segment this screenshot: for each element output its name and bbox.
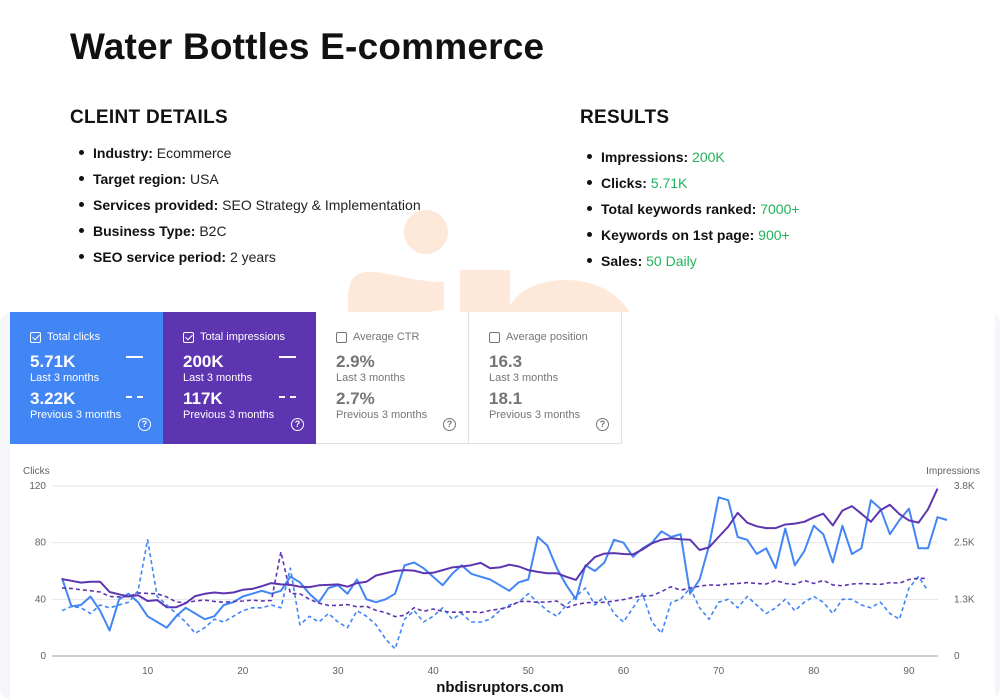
x-tick-label: 10 <box>142 666 154 675</box>
list-item: Clicks: 5.71K <box>578 174 800 200</box>
card-previous-value: 2.7% <box>336 389 375 408</box>
series-line <box>61 496 948 632</box>
series-line <box>61 539 929 650</box>
list-item: Keywords on 1st page: 900+ <box>578 226 800 252</box>
client-details-list: Industry: Ecommerce Target region: USA S… <box>70 144 421 274</box>
x-tick-label: 60 <box>618 666 630 675</box>
card-label: Average CTR <box>353 331 420 343</box>
y-left-tick-label: 80 <box>35 538 47 549</box>
card-previous-period: Previous 3 months <box>336 409 428 421</box>
item-key: Business Type: <box>93 223 196 239</box>
item-value: SEO Strategy & Implementation <box>222 197 421 213</box>
x-tick-label: 20 <box>237 666 249 675</box>
list-item: Total keywords ranked: 7000+ <box>578 200 800 226</box>
card-current-period: Last 3 months <box>489 372 559 384</box>
list-item: Impressions: 200K <box>578 148 800 174</box>
item-key: Clicks: <box>601 175 647 191</box>
card-current-value: 2.9% <box>336 352 375 371</box>
card-previous-value: 18.1 <box>489 389 523 408</box>
y-right-tick-label: 1.3K <box>954 594 975 605</box>
y-left-tick-label: 120 <box>29 481 46 492</box>
checkbox-icon[interactable] <box>183 331 194 343</box>
x-tick-label: 80 <box>808 666 820 675</box>
total-impressions-card[interactable]: Total impressions 200K Last 3 months 117… <box>163 312 316 444</box>
card-current-period: Last 3 months <box>183 372 253 384</box>
item-key: Industry: <box>93 145 153 161</box>
help-icon[interactable]: ? <box>138 418 151 431</box>
card-previous-period: Previous 3 months <box>489 409 581 421</box>
item-value: 7000+ <box>760 201 800 217</box>
item-value: B2C <box>199 223 227 239</box>
y-right-tick-label: 2.5K <box>954 538 975 549</box>
item-value: 5.71K <box>650 175 688 191</box>
list-item: Industry: Ecommerce <box>70 144 421 170</box>
help-icon[interactable]: ? <box>443 418 456 431</box>
y-left-tick-label: 40 <box>35 594 47 605</box>
card-previous-period: Previous 3 months <box>183 409 275 421</box>
series-line <box>61 551 929 618</box>
list-item: Business Type: B2C <box>70 222 421 248</box>
card-previous-value: 3.22K <box>30 389 76 408</box>
series-line <box>61 488 939 609</box>
card-current-period: Last 3 months <box>30 372 100 384</box>
performance-chart: Clicks Impressions 0 40 80 120 0 1.3K 2.5K 3.8K 10… <box>23 466 980 675</box>
client-details-heading: CLEINT DETAILS <box>70 107 228 128</box>
item-value: 2 years <box>229 249 276 265</box>
checkbox-icon[interactable] <box>489 331 500 343</box>
dashed-line-legend-icon <box>279 396 296 398</box>
y-right-tick-label: 3.8K <box>954 481 975 492</box>
y-left-tick-label: 0 <box>40 651 46 662</box>
list-item: Services provided: SEO Strategy & Implem… <box>70 196 421 222</box>
item-key: Services provided: <box>93 197 219 213</box>
card-label: Total clicks <box>47 331 101 343</box>
card-previous-value: 117K <box>183 389 223 408</box>
item-key: Sales: <box>601 253 643 269</box>
item-key: SEO service period: <box>93 249 227 265</box>
y-right-tick-label: 0 <box>954 651 960 662</box>
y-axis-left-title: Clicks <box>23 466 50 477</box>
help-icon[interactable]: ? <box>596 418 609 431</box>
list-item: Sales: 50 Daily <box>578 252 800 278</box>
card-label: Average position <box>506 331 588 343</box>
item-key: Keywords on 1st page: <box>601 227 755 243</box>
y-axis-right-title: Impressions <box>926 466 980 477</box>
list-item: Target region: USA <box>70 170 421 196</box>
x-tick-label: 30 <box>332 666 344 675</box>
x-tick-label: 40 <box>428 666 440 675</box>
results-list: Impressions: 200K Clicks: 5.71K Total ke… <box>578 148 800 278</box>
item-value: 200K <box>692 149 725 165</box>
x-tick-label: 90 <box>903 666 915 675</box>
solid-line-legend-icon <box>279 356 296 358</box>
item-value: Ecommerce <box>156 145 232 161</box>
item-key: Target region: <box>93 171 187 187</box>
item-value: 50 Daily <box>646 253 697 269</box>
page-title: Water Bottles E-commerce <box>70 26 545 67</box>
list-item: SEO service period: 2 years <box>70 248 421 274</box>
item-value: USA <box>189 171 219 187</box>
dashed-line-legend-icon <box>126 396 143 398</box>
checkbox-icon[interactable] <box>336 331 347 343</box>
card-current-value: 5.71K <box>30 352 76 371</box>
item-key: Impressions: <box>601 149 689 165</box>
checkbox-icon[interactable] <box>30 331 41 343</box>
results-heading: RESULTS <box>580 107 670 128</box>
x-tick-label: 50 <box>523 666 535 675</box>
footer-website: nbdisruptors.com <box>436 679 564 696</box>
item-value: 900+ <box>758 227 790 243</box>
solid-line-legend-icon <box>126 356 143 358</box>
card-current-period: Last 3 months <box>336 372 406 384</box>
x-tick-label: 70 <box>713 666 725 675</box>
item-key: Total keywords ranked: <box>601 201 757 217</box>
average-ctr-card[interactable]: Average CTR 2.9% Last 3 months 2.7% Prev… <box>316 312 469 444</box>
card-current-value: 200K <box>183 352 224 371</box>
average-position-card[interactable]: Average position 16.3 Last 3 months 18.1… <box>469 312 622 444</box>
total-clicks-card[interactable]: Total clicks 5.71K Last 3 months 3.22K P… <box>10 312 163 444</box>
help-icon[interactable]: ? <box>291 418 304 431</box>
card-label: Total impressions <box>200 331 285 343</box>
card-current-value: 16.3 <box>489 352 523 371</box>
metric-cards: Total clicks 5.71K Last 3 months 3.22K P… <box>10 312 622 444</box>
card-previous-period: Previous 3 months <box>30 409 122 421</box>
